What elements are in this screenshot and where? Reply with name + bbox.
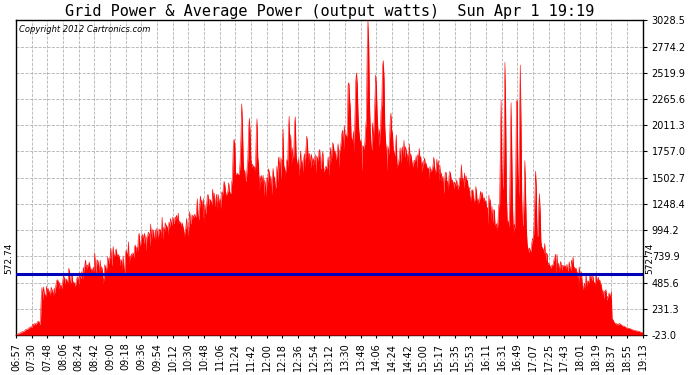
Title: Grid Power & Average Power (output watts)  Sun Apr 1 19:19: Grid Power & Average Power (output watts… — [65, 4, 594, 19]
Text: 572.74: 572.74 — [645, 242, 654, 274]
Text: Copyright 2012 Cartronics.com: Copyright 2012 Cartronics.com — [19, 25, 150, 34]
Text: 572.74: 572.74 — [4, 242, 13, 274]
